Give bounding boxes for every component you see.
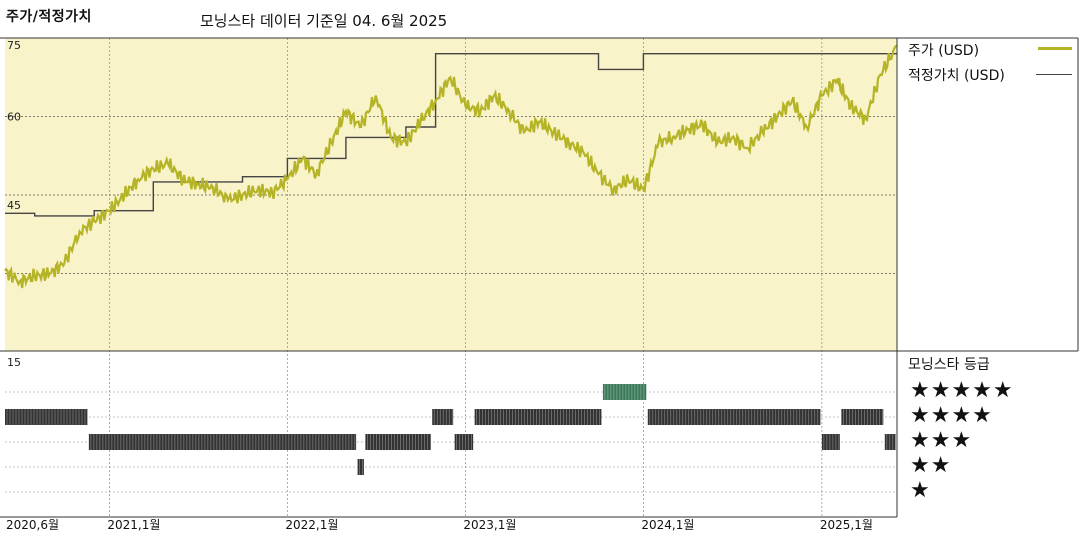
fair-value-line (5, 53, 897, 217)
price-line (4, 44, 898, 289)
rating-bar (88, 434, 357, 450)
rating-level-3: ★★★ (910, 428, 973, 453)
rating-level-5: ★★★★★ (910, 378, 1014, 403)
x-tick-label: 2022,1월 (285, 518, 339, 532)
chart-title: 주가/적정가치 (6, 9, 92, 25)
x-tick-label: 2025,1월 (819, 518, 873, 532)
rating-bar (474, 409, 602, 425)
rating-level-4: ★★★★ (910, 403, 993, 428)
y-tick-label: 75 (7, 39, 21, 52)
legend-price-label: 주가 (USD) (908, 43, 980, 59)
rating-bar (454, 434, 474, 450)
y-tick-label: 60 (7, 111, 21, 124)
rating-bar (884, 434, 896, 450)
rating-level-1: ★ (910, 478, 931, 503)
y-tick-labels: 75 60 45 15 (7, 39, 21, 369)
rating-level-2: ★★ (910, 453, 952, 478)
price-plot-background (5, 38, 897, 351)
rating-bar (5, 409, 88, 425)
legend-price-swatch (1038, 47, 1072, 50)
chart-subtitle: 모닝스타 데이터 기준일 04. 6월 2025 (200, 12, 448, 30)
y-tick-label: 45 (7, 199, 21, 212)
legend-fair-swatch (1036, 74, 1072, 75)
x-tick-label: 2024,1월 (641, 518, 695, 532)
rating-bars (5, 384, 896, 475)
rating-bar (602, 384, 647, 400)
legend-fair-label: 적정가치 (USD) (908, 68, 1005, 84)
x-tick-label: 2021,1월 (107, 518, 161, 532)
y-tick-label: 15 (7, 356, 21, 369)
rating-bar (432, 409, 454, 425)
rating-title: 모닝스타 등급 (908, 357, 990, 373)
x-tick-label: 2023,1월 (463, 518, 517, 532)
rating-bar (821, 434, 840, 450)
x-tick-label: 2020,6월 (6, 518, 60, 532)
chart-frame (0, 37, 1079, 518)
rating-bar (365, 434, 431, 450)
rating-bar (841, 409, 884, 425)
rating-bar (647, 409, 821, 425)
rating-bar (357, 459, 364, 475)
